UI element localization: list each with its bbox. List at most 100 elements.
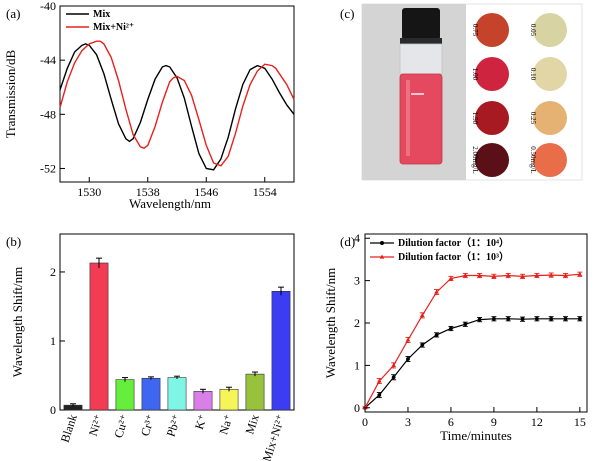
bar-category-label: Mix+Ni²⁺ bbox=[259, 413, 287, 461]
bar bbox=[141, 377, 161, 411]
panel-c-photo: (c) 0.75 0.05 1.00 0.10 1.50 0.25 2.00mg/L 0.50… bbox=[340, 3, 583, 181]
color-chip-label: 0.10 bbox=[529, 68, 537, 81]
panel-d-point bbox=[549, 316, 554, 321]
color-chip bbox=[533, 101, 567, 135]
vial-red-solution bbox=[399, 73, 443, 165]
color-chip-label: 1.50 bbox=[471, 112, 479, 125]
panel-d-x-tick-label: 12 bbox=[531, 415, 543, 429]
panel-d-legend: Dilution factor（1：10⁴） Dilution factor（1… bbox=[370, 236, 509, 263]
bar-category-label: K⁺ bbox=[192, 413, 210, 432]
color-chip-label: 0.05 bbox=[529, 24, 537, 37]
panel-d-point bbox=[477, 317, 482, 322]
panel-a-plot-frame bbox=[59, 5, 295, 183]
panel-b-bar-chart: (b) 0 1 2 Blank Ni²⁺ Cu²⁺ Cr³⁺ Pb²⁺ K⁺ Na⁺ MixMix+… bbox=[6, 233, 295, 461]
bar bbox=[271, 290, 291, 411]
color-chip bbox=[533, 57, 567, 91]
vial-cap bbox=[402, 8, 440, 40]
panel-d-point bbox=[434, 289, 439, 294]
panel-d-point bbox=[577, 271, 583, 276]
panel-a-legend: Mix Mix+Ni²⁺ bbox=[66, 9, 134, 33]
panel-d-point bbox=[491, 273, 497, 278]
panel-a-series-line-1 bbox=[59, 40, 295, 167]
panel-a-y-tick-label: -48 bbox=[40, 107, 56, 121]
panel-a-x-tick-label: 1530 bbox=[77, 185, 101, 199]
panel-d-legend-1e3: Dilution factor（1：10³） bbox=[398, 250, 509, 263]
panel-d-point bbox=[563, 316, 568, 321]
panel-d-point bbox=[520, 273, 525, 278]
bar-category-label: Pb²⁺ bbox=[164, 413, 184, 439]
panel-a-legend-mix-ni: Mix+Ni²⁺ bbox=[93, 22, 134, 33]
panel-d-point bbox=[405, 337, 411, 342]
panel-a-x-tick-label: 1546 bbox=[194, 185, 218, 199]
panel-d-y-axis-title: Wavelength Shift/nm bbox=[323, 268, 338, 379]
color-chip bbox=[475, 13, 509, 47]
panel-d-series-line-0 bbox=[364, 318, 580, 409]
bar-category-label: Na⁺ bbox=[216, 413, 236, 437]
panel-a-spectrum-chart: (a) 1530 1538 1546 1554 -40 -44 -48 -52 Wavelen… bbox=[3, 0, 295, 211]
bar bbox=[193, 391, 213, 411]
bar bbox=[89, 262, 109, 411]
panel-d-x-tick-label: 0 bbox=[362, 415, 368, 429]
panel-d-legend-marker-1e3 bbox=[379, 254, 385, 259]
panel-a-legend-mix: Mix bbox=[93, 9, 110, 20]
bar bbox=[245, 373, 265, 411]
bar-category-label: Ni²⁺ bbox=[86, 413, 106, 438]
color-chip bbox=[475, 101, 509, 135]
panel-d-label: (d) bbox=[340, 234, 355, 249]
bar-category-label: Cu²⁺ bbox=[111, 413, 132, 440]
panel-d-y-tick-label: 2 bbox=[354, 316, 360, 330]
panel-d-point bbox=[448, 276, 454, 281]
panel-d-y-tick-label: 4 bbox=[354, 231, 360, 245]
vial-glass-highlight bbox=[406, 80, 410, 156]
panel-a-x-tick-label: 1554 bbox=[253, 185, 277, 199]
panel-d-point bbox=[449, 326, 453, 331]
panel-a-y-tick-label: -40 bbox=[40, 0, 56, 13]
panel-d-point bbox=[520, 317, 525, 322]
panel-d-point bbox=[477, 273, 482, 278]
panel-d-legend-1e4: Dilution factor（1：10⁴） bbox=[398, 236, 509, 249]
panel-a-y-tick-label: -44 bbox=[40, 53, 56, 67]
panel-d-y-tick-label: 1 bbox=[354, 358, 360, 372]
panel-d-legend-marker-1e4 bbox=[380, 241, 384, 245]
panel-b-y-tick-label: 0 bbox=[50, 403, 56, 417]
panel-a-label: (a) bbox=[6, 6, 20, 21]
panel-d-point bbox=[391, 375, 396, 380]
color-chip-label: 0.75 bbox=[471, 24, 479, 37]
panel-c-label: (c) bbox=[340, 6, 354, 21]
panel-d-y-tick-label: 0 bbox=[354, 401, 360, 415]
panel-d-point bbox=[377, 378, 382, 383]
panel-a-x-axis-title: Wavelength/nm bbox=[129, 196, 211, 211]
panel-d-point bbox=[406, 357, 410, 361]
bar bbox=[167, 377, 187, 411]
panel-d-point bbox=[462, 273, 468, 278]
panel-d-point bbox=[391, 362, 396, 367]
panel-d-y-tick-label: 3 bbox=[354, 274, 360, 288]
color-chip-label: 2.00mg/L bbox=[471, 146, 479, 173]
panel-b-y-tick-label: 1 bbox=[50, 334, 56, 348]
panel-d-point bbox=[463, 322, 468, 327]
color-chip bbox=[475, 57, 509, 91]
vial-cap-rim bbox=[400, 38, 442, 44]
panel-d-x-tick-label: 6 bbox=[448, 415, 454, 429]
panel-d-point bbox=[377, 393, 382, 397]
color-chip bbox=[533, 143, 567, 177]
color-chip-label: 1.00 bbox=[471, 68, 479, 81]
color-chip-label: 0.25 bbox=[529, 112, 537, 125]
panel-d-point bbox=[505, 273, 511, 278]
panel-d-x-tick-label: 15 bbox=[574, 415, 586, 429]
bar-category-label: Mix bbox=[242, 413, 261, 436]
bar-category-label: Blank bbox=[58, 413, 80, 445]
vial-illustration bbox=[399, 8, 443, 165]
panel-d-point bbox=[563, 273, 568, 278]
color-chip bbox=[475, 143, 509, 177]
panel-d-point bbox=[548, 272, 554, 277]
panel-b-y-tick-label: 2 bbox=[50, 265, 56, 279]
color-chip bbox=[533, 13, 567, 47]
panel-d-point bbox=[420, 343, 425, 347]
panel-a-x-tick-label: 1538 bbox=[136, 185, 160, 199]
vial-glass-empty bbox=[399, 43, 443, 75]
panel-d-point bbox=[492, 316, 496, 321]
panel-a-series-line-0 bbox=[59, 43, 295, 171]
